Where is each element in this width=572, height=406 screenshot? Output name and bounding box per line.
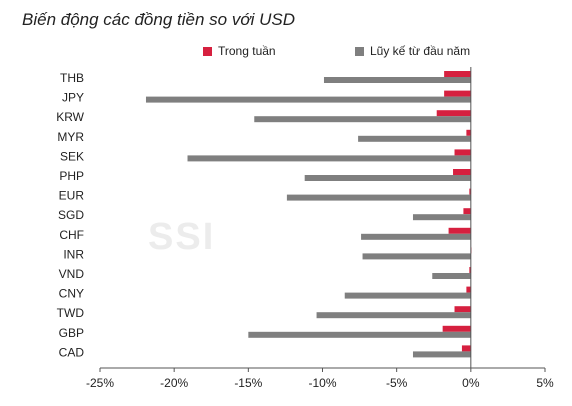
x-tick-label-6: 5%	[536, 376, 554, 390]
bar-weekly-myr	[466, 129, 471, 136]
legend-label-weekly: Trong tuần	[218, 44, 276, 58]
x-tick-label-4: -5%	[386, 376, 408, 390]
bar-ytd-eur	[286, 194, 471, 201]
x-tick-label-0: -25%	[86, 376, 114, 390]
category-label-cny: CNY	[59, 287, 84, 301]
x-tick-label-1: -20%	[160, 376, 188, 390]
category-label-thb: THB	[60, 71, 84, 85]
category-label-gbp: GBP	[59, 326, 84, 340]
bar-ytd-jpy	[145, 96, 471, 103]
bar-ytd-thb	[323, 77, 471, 83]
bar-weekly-jpy	[444, 90, 471, 97]
category-label-chf: CHF	[59, 228, 84, 242]
x-tick-label-2: -15%	[234, 376, 262, 390]
category-label-eur: EUR	[59, 189, 85, 203]
legend-swatch-ytd	[355, 46, 364, 56]
bar-weekly-sgd	[463, 208, 471, 215]
x-tick-label-5: 0%	[462, 376, 480, 390]
legend-item-weekly: Trong tuần	[203, 44, 276, 58]
legend-swatch-weekly	[203, 46, 212, 56]
legend-item-ytd: Lũy kế từ đầu năm	[355, 44, 470, 58]
category-label-sek: SEK	[60, 149, 84, 163]
chart-legend: Trong tuần Lũy kế từ đầu năm	[0, 44, 572, 60]
category-label-myr: MYR	[57, 130, 84, 144]
chart-title: Biến động các đồng tiền so với USD	[22, 10, 295, 29]
category-label-twd: TWD	[57, 306, 85, 320]
bar-ytd-twd	[316, 312, 471, 319]
bar-weekly-krw	[436, 110, 471, 117]
category-label-cad: CAD	[59, 345, 85, 359]
legend-label-ytd: Lũy kế từ đầu năm	[370, 44, 471, 58]
category-label-sgd: SGD	[58, 208, 84, 222]
bar-weekly-thb	[444, 71, 471, 77]
category-label-inr: INR	[63, 247, 84, 261]
x-tick-label-3: -10%	[308, 376, 336, 390]
bar-ytd-krw	[254, 116, 471, 123]
watermark-logo: SSI	[148, 216, 216, 258]
bar-ytd-myr	[358, 135, 471, 142]
category-label-jpy: JPY	[62, 91, 84, 105]
category-label-vnd: VND	[59, 267, 85, 281]
bar-weekly-twd	[454, 306, 471, 313]
category-label-krw: KRW	[56, 110, 84, 124]
bar-weekly-gbp	[442, 325, 471, 332]
bar-weekly-php	[453, 169, 471, 175]
bar-weekly-sek	[454, 149, 471, 156]
bar-weekly-eur	[469, 188, 471, 195]
category-label-php: PHP	[59, 169, 84, 183]
bar-weekly-cad	[461, 345, 471, 352]
bar-weekly-chf	[448, 227, 471, 234]
bar-ytd-gbp	[248, 331, 471, 338]
bar-ytd-php	[304, 175, 471, 181]
bar-ytd-sek	[187, 155, 471, 162]
bar-ytd-chf	[361, 233, 471, 240]
bar-ytd-inr	[362, 253, 471, 260]
bar-ytd-vnd	[432, 273, 471, 279]
bar-weekly-cny	[466, 286, 471, 293]
bar-weekly-vnd	[469, 267, 471, 273]
bar-ytd-cad	[412, 351, 471, 358]
bar-ytd-cny	[344, 292, 471, 299]
bar-ytd-sgd	[412, 214, 471, 221]
